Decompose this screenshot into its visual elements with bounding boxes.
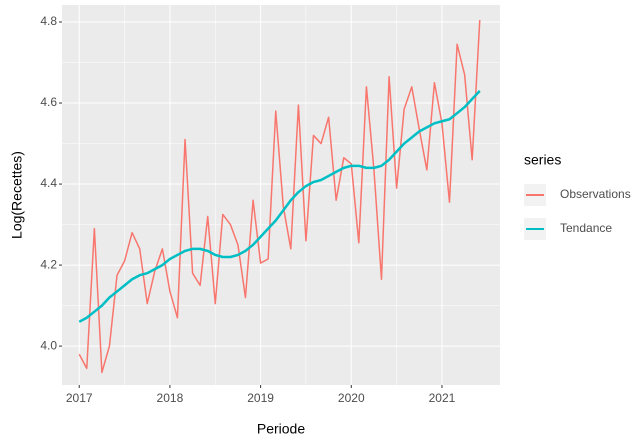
- x-tick-label: 2018: [157, 391, 184, 405]
- legend-label: Tendance: [560, 221, 612, 235]
- y-tick-label: 4.2: [40, 257, 57, 271]
- y-tick-label: 4.0: [40, 338, 57, 352]
- legend-label: Observations: [560, 187, 631, 201]
- x-tick-label: 2021: [429, 391, 456, 405]
- x-tick-label: 2017: [66, 391, 93, 405]
- y-tick-label: 4.6: [40, 95, 57, 109]
- y-tick-label: 4.4: [40, 176, 57, 190]
- y-tick-label: 4.8: [40, 14, 57, 28]
- x-axis-label: Periode: [257, 421, 305, 437]
- series-line: [78, 90, 481, 323]
- series-line: [78, 19, 481, 374]
- x-tick-label: 2020: [338, 391, 365, 405]
- x-tick-label: 2019: [247, 391, 274, 405]
- y-axis-label: Log(Recettes): [9, 151, 25, 239]
- legend-title: series: [524, 152, 561, 168]
- panel: [62, 5, 500, 385]
